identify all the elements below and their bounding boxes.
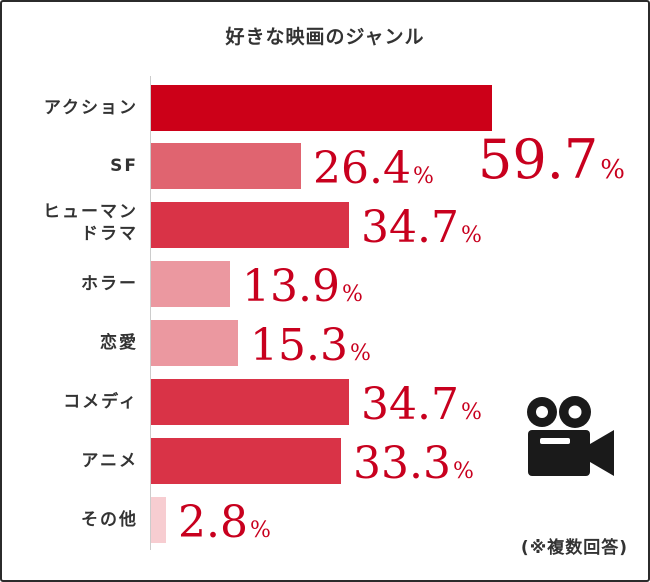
category-label-line: SF xyxy=(110,156,138,176)
category-label: SF xyxy=(0,155,138,177)
category-label-line: コメディ xyxy=(63,392,138,412)
value-label: 34.7% xyxy=(361,206,482,250)
bar xyxy=(150,379,349,425)
movie-camera-icon xyxy=(527,396,614,476)
bar xyxy=(150,85,492,131)
value-number: 59.7 xyxy=(478,128,599,191)
value-label: 33.3% xyxy=(353,442,474,486)
axis-line xyxy=(150,76,151,550)
value-label: 2.8% xyxy=(178,501,271,545)
category-label: アクション xyxy=(0,97,138,119)
category-label-line: その他 xyxy=(81,510,138,530)
value-unit: % xyxy=(349,341,371,366)
category-label-line: アクション xyxy=(43,98,138,118)
value-unit: % xyxy=(341,282,363,307)
bar xyxy=(150,261,230,307)
bar xyxy=(150,202,349,248)
value-label: 13.9% xyxy=(242,265,363,309)
bar xyxy=(150,320,238,366)
category-label-line: ヒューマン xyxy=(43,202,138,222)
category-label: 恋愛 xyxy=(0,332,138,354)
value-unit: % xyxy=(452,459,474,484)
value-number: 13.9 xyxy=(242,261,340,312)
bar xyxy=(150,497,166,543)
category-label-line: ホラー xyxy=(81,274,138,294)
value-number: 2.8 xyxy=(178,497,248,548)
value-number: 15.3 xyxy=(250,320,348,371)
value-label: 15.3% xyxy=(250,324,371,368)
value-unit: % xyxy=(412,164,434,189)
value-label: 26.4% xyxy=(313,147,434,191)
bar xyxy=(150,143,301,189)
value-label: 34.7% xyxy=(361,383,482,427)
value-number: 34.7 xyxy=(361,379,459,430)
category-label: その他 xyxy=(0,509,138,531)
value-unit: % xyxy=(249,518,271,543)
category-label-line: 恋愛 xyxy=(100,333,138,353)
value-number: 34.7 xyxy=(361,202,459,253)
category-label: ホラー xyxy=(0,273,138,295)
category-label: ヒューマン ドラマ xyxy=(0,201,138,245)
value-unit: % xyxy=(460,223,482,248)
footnote: (※複数回答) xyxy=(520,538,628,558)
category-label-line: ドラマ xyxy=(81,224,138,244)
value-unit: % xyxy=(460,400,482,425)
value-label: 59.7% xyxy=(478,133,625,187)
category-label-line: アニメ xyxy=(81,451,138,471)
value-number: 26.4 xyxy=(313,143,411,194)
category-label: アニメ xyxy=(0,450,138,472)
bar xyxy=(150,438,341,484)
value-number: 33.3 xyxy=(353,438,451,489)
category-label: コメディ xyxy=(0,391,138,413)
value-unit: % xyxy=(600,155,625,185)
chart-title: 好きな映画のジャンル xyxy=(225,26,425,48)
